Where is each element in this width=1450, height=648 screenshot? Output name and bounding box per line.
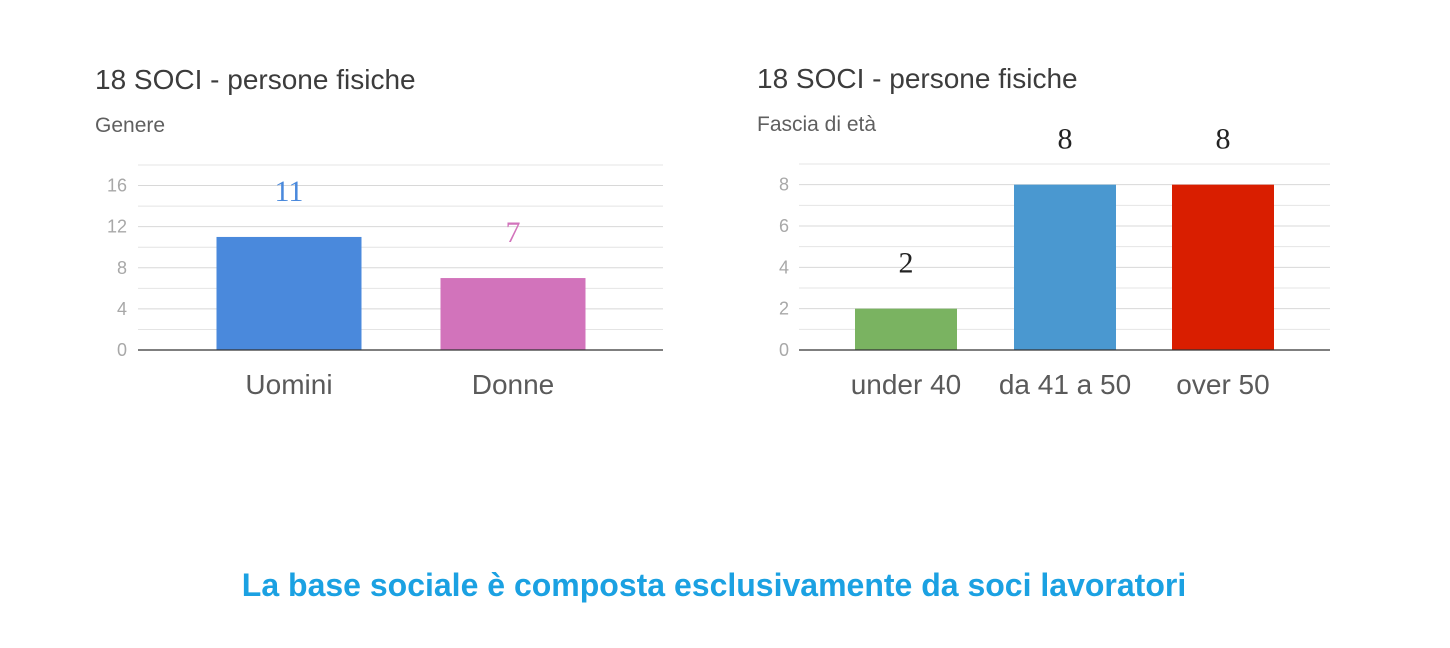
chart-plot-area: 0 2 4 6 8 2 under 40 8 da 41 a 50 8 over 50 <box>779 123 1330 400</box>
y-tick-label: 6 <box>779 216 789 236</box>
y-tick-label: 0 <box>117 340 127 360</box>
chart-genere: 18 SOCI - persone fisiche Genere 0 4 8 12 16… <box>0 0 700 430</box>
bar <box>440 278 586 350</box>
data-label: 11 <box>275 175 304 208</box>
chart-fascia-eta: 18 SOCI - persone fisiche Fascia di età … <box>700 0 1450 430</box>
y-tick-label: 4 <box>779 257 789 277</box>
y-tick-label: 0 <box>779 340 789 360</box>
bar <box>1014 184 1116 350</box>
x-tick-label: Uomini <box>245 369 332 400</box>
chart-title: 18 SOCI - persone fisiche <box>95 64 416 95</box>
chart-subtitle: Fascia di età <box>757 113 877 136</box>
x-tick-label: over 50 <box>1176 369 1269 400</box>
chart-plot-area: 0 4 8 12 16 11 Uomini 7 Donne <box>107 164 663 400</box>
bar <box>855 308 957 350</box>
bar <box>1172 184 1274 350</box>
x-tick-label: Donne <box>472 369 555 400</box>
y-tick-label: 2 <box>779 299 789 319</box>
y-tick-label: 12 <box>107 217 127 237</box>
data-label: 8 <box>1058 123 1073 156</box>
data-label: 2 <box>899 247 914 280</box>
x-tick-label: da 41 a 50 <box>999 369 1131 400</box>
footer-note: La base sociale è composta esclusivament… <box>241 567 1187 603</box>
chart-title: 18 SOCI - persone fisiche <box>757 63 1078 94</box>
data-label: 8 <box>1216 123 1231 156</box>
y-tick-label: 16 <box>107 176 127 196</box>
y-tick-label: 4 <box>117 299 127 319</box>
y-tick-label: 8 <box>779 175 789 195</box>
chart-subtitle: Genere <box>95 114 166 137</box>
y-tick-label: 8 <box>117 258 127 278</box>
x-tick-label: under 40 <box>851 369 962 400</box>
bar <box>216 236 362 350</box>
data-label: 7 <box>506 216 521 249</box>
